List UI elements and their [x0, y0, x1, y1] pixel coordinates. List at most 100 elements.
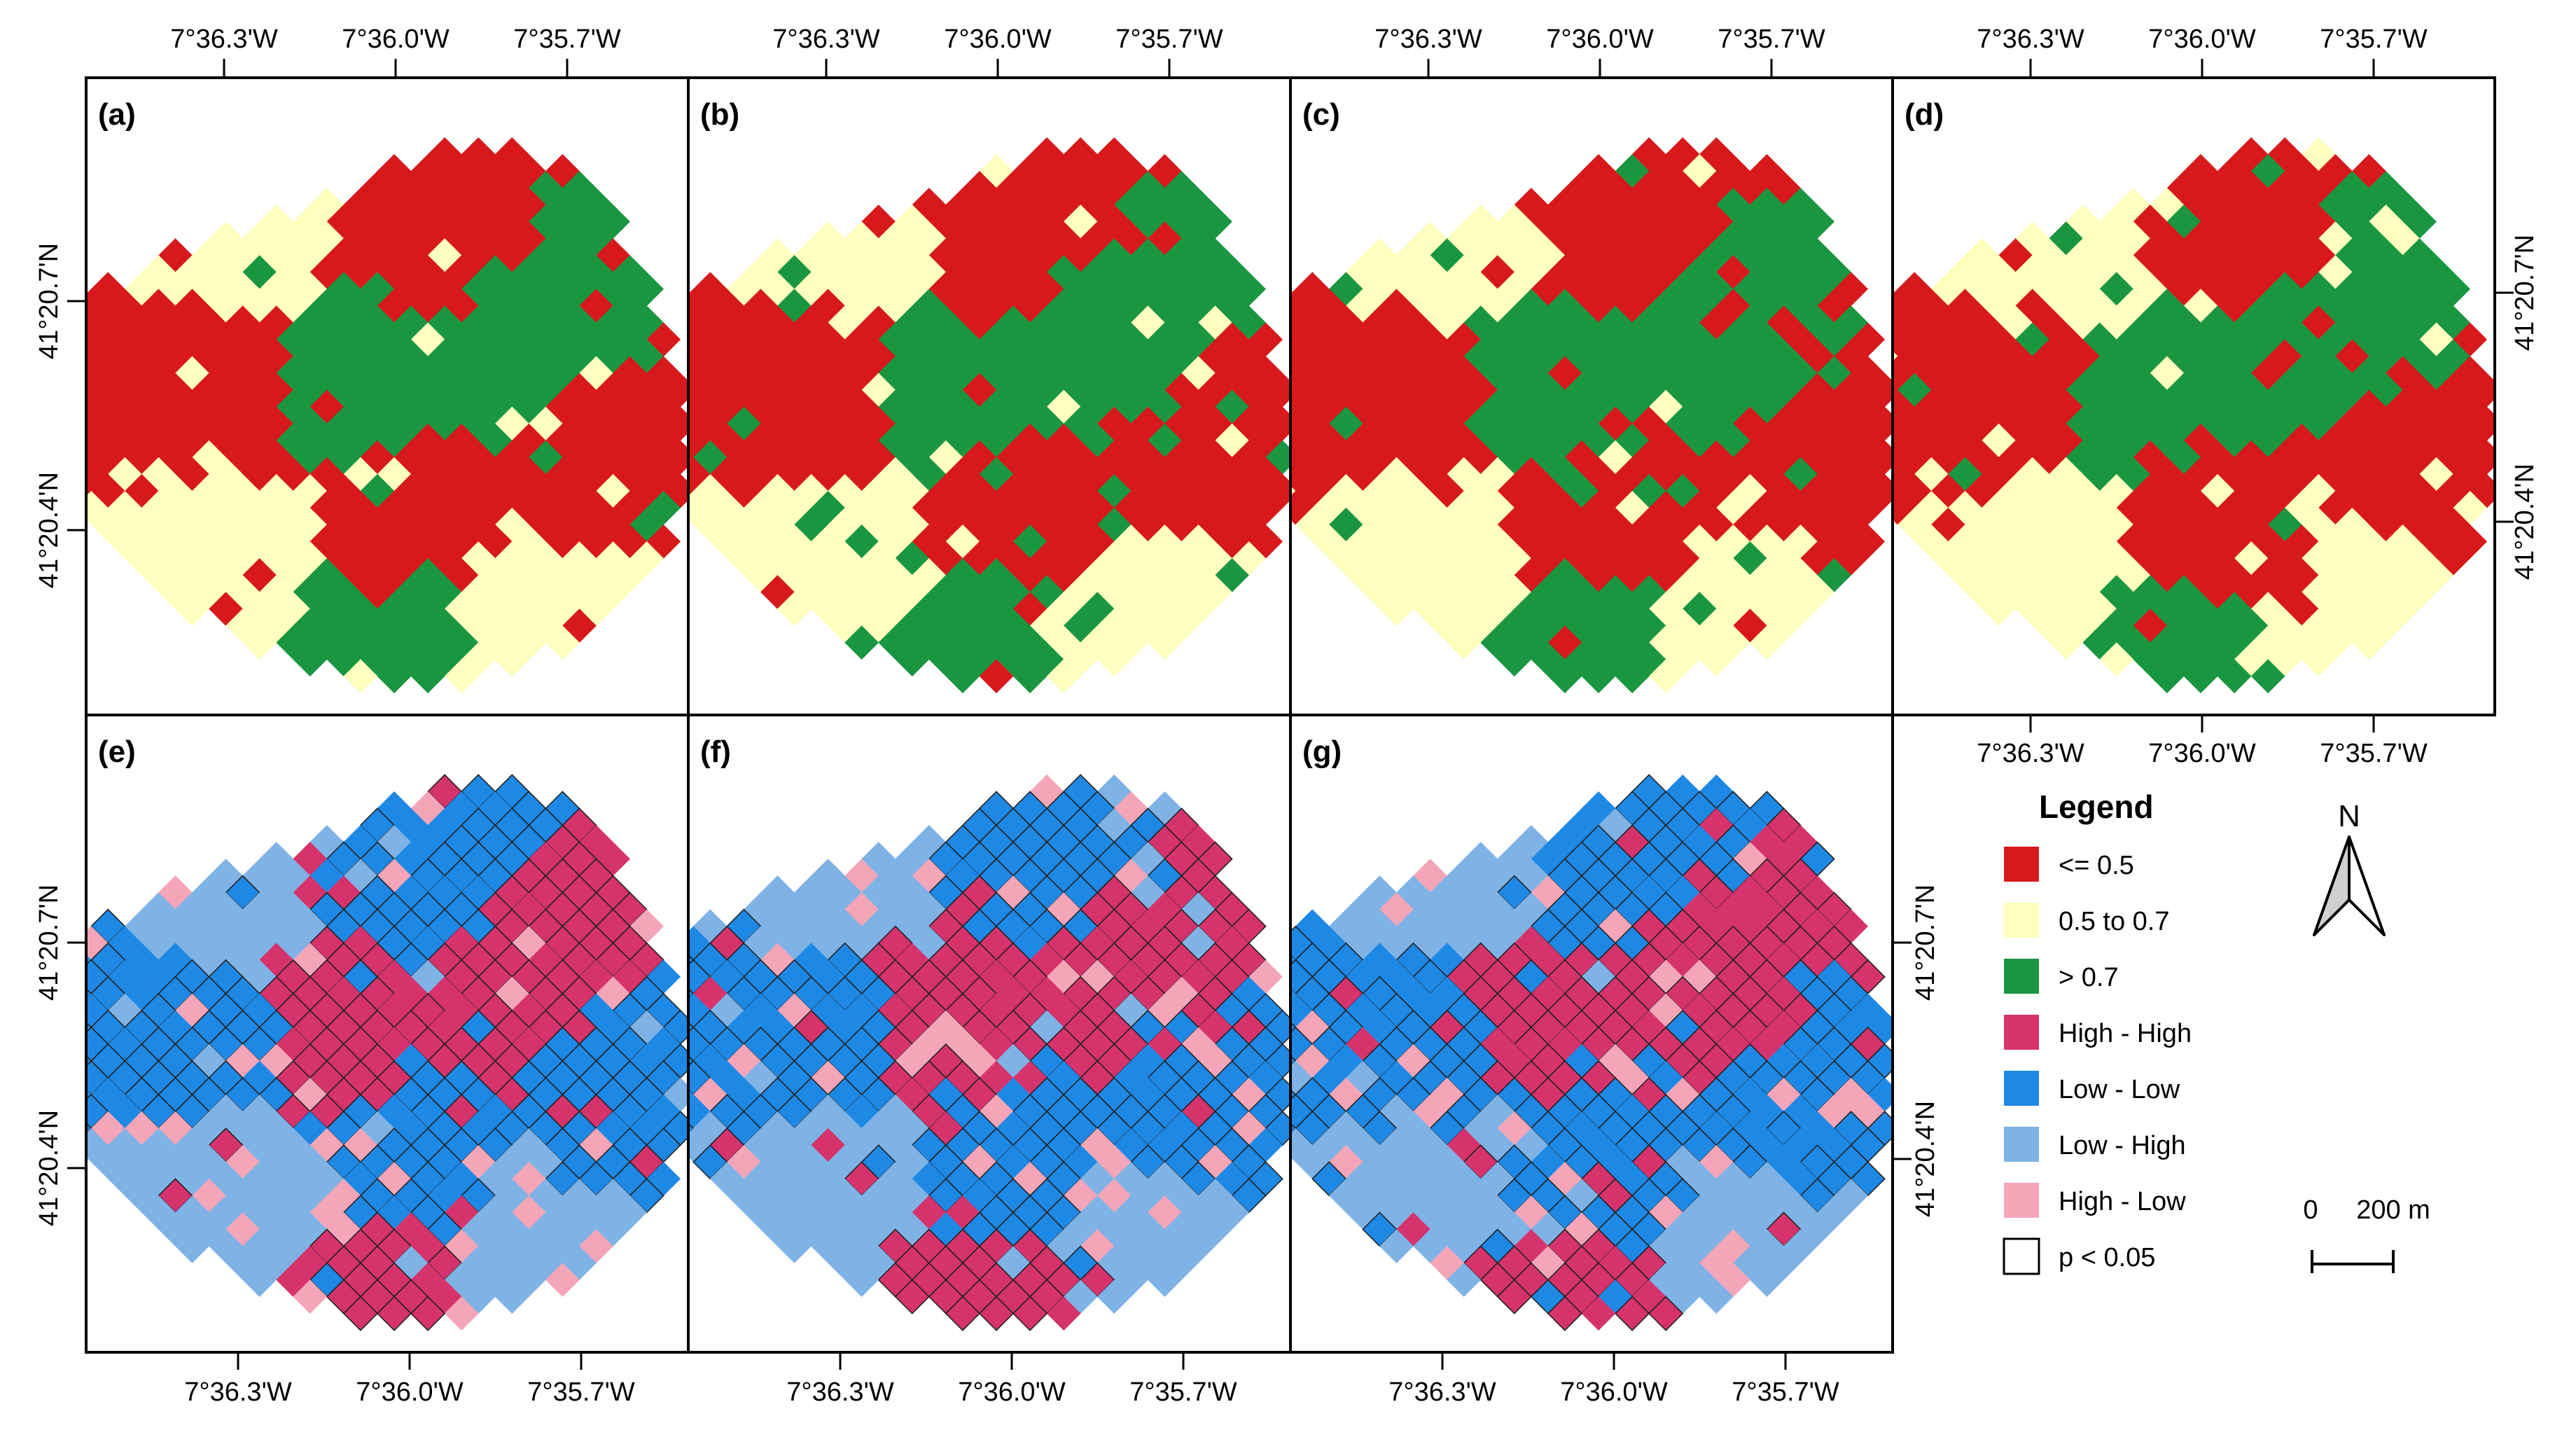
map-cell: [1547, 659, 1582, 694]
map-grid-a: [88, 137, 687, 694]
lon-label: 7°36.3'W: [184, 1377, 292, 1407]
right-lat-labels: 41°20.7'N 41°20.4'N: [2510, 235, 2540, 580]
map-cell: [1581, 1296, 1616, 1331]
map-cell: [1379, 1229, 1414, 1263]
map-cell: [1096, 1279, 1132, 1314]
map-cell: [1379, 592, 1414, 626]
map-cell: [1496, 1279, 1532, 1314]
map-cell: [242, 1263, 277, 1297]
d-bottom-lon-axis: [2029, 715, 2375, 733]
map-cell: [979, 659, 1014, 694]
map-grid-d: [1894, 137, 2493, 694]
map-cell: [410, 1296, 446, 1331]
scale-bar: 0 200 m: [2303, 1195, 2430, 1273]
lat-label: 41°20.7'N: [34, 884, 64, 1001]
panel-frames: [85, 76, 2496, 1354]
bottom-lon-axis: [237, 1352, 1787, 1370]
map-cell: [1547, 1296, 1583, 1331]
lon-label: 7°36.0'W: [958, 1377, 1066, 1407]
map-cell: [945, 1296, 981, 1331]
top-lon-labels: 7°36.3'W 7°36.0'W 7°35.7'W 7°36.3'W 7°36…: [170, 25, 2428, 54]
lat-label: 41°20.4'N: [34, 472, 64, 588]
map-cell: [410, 659, 445, 694]
map-cell: [978, 1296, 1015, 1331]
legend-swatch-sig: [2003, 1237, 2040, 1275]
legend-swatch-ll: [2004, 1071, 2039, 1106]
lat-label: 41°20.4'N: [1911, 1101, 1940, 1217]
map-cell: [777, 592, 812, 626]
lat-label: 41°20.7'N: [2510, 235, 2540, 351]
lon-label: 7°35.7'W: [2320, 25, 2428, 54]
panel-label-b: (b): [700, 97, 739, 132]
legend-title: Legend: [2039, 789, 2154, 825]
legend-label-lh: Low - High: [2059, 1131, 2186, 1160]
north-arrow-right-icon: [2348, 835, 2386, 936]
map-cell: [1581, 659, 1616, 694]
map-cell: [1648, 1296, 1684, 1331]
map-cell: [1447, 625, 1482, 660]
legend: Legend <= 0.5 0.5 to 0.7 > 0.7 High - High L…: [2003, 789, 2192, 1275]
legend-label-high: > 0.7: [2059, 963, 2119, 992]
lon-label: 7°35.7'W: [2320, 739, 2428, 768]
panel-label-g: (g): [1302, 735, 1342, 769]
north-arrow: N: [2313, 799, 2386, 936]
lon-label: 7°36.3'W: [1977, 25, 2084, 54]
right-lat-axis: [2495, 291, 2514, 523]
top-lon-axis: [223, 59, 2375, 78]
lon-label: 7°36.3'W: [170, 25, 278, 54]
legend-label-sig: p < 0.05: [2059, 1243, 2155, 1272]
panel-label-a: (a): [98, 97, 136, 132]
panel-frame-d: [1891, 76, 2496, 716]
map-cell: [1699, 642, 1734, 677]
lat-label: 41°20.7'N: [34, 243, 64, 359]
lon-label: 7°36.0'W: [342, 25, 450, 54]
map-cell: [1497, 642, 1532, 677]
legend-swatch-hl: [2004, 1183, 2039, 1218]
map-cell: [945, 659, 980, 694]
map-cell: [895, 642, 930, 677]
map-grid-b: [690, 137, 1289, 694]
map-cell: [1046, 659, 1081, 694]
map-cell: [1982, 592, 2016, 626]
lon-label: 7°36.3'W: [1388, 1377, 1496, 1407]
map-cell: [1447, 1263, 1482, 1297]
north-label: N: [2338, 799, 2360, 833]
legend-label-hl: High - Low: [2059, 1187, 2186, 1216]
lon-label: 7°36.3'W: [772, 25, 880, 54]
map-cell: [242, 625, 277, 660]
panel-frame-g: [1289, 714, 1894, 1354]
lon-label: 7°35.7'W: [513, 25, 621, 54]
map-cell: [2183, 659, 2218, 694]
lat-label: 41°20.4'N: [2510, 464, 2540, 580]
map-cell: [1046, 1296, 1081, 1331]
map-grid-f: [690, 774, 1289, 1331]
lon-label: 7°35.7'W: [527, 1377, 635, 1407]
d-bottom-lon-labels: 7°36.3'W 7°36.0'W 7°35.7'W: [1977, 739, 2428, 768]
legend-label-low: <= 0.5: [2059, 851, 2134, 880]
lon-label: 7°36.3'W: [786, 1377, 894, 1407]
map-cell: [1096, 642, 1132, 677]
map-cell: [377, 659, 412, 694]
map-cell: [2352, 625, 2386, 660]
panel-labels: (a) (b) (c) (d) (e) (f) (g): [98, 97, 1944, 769]
legend-label-ll: Low - Low: [2059, 1075, 2180, 1104]
scale-end-label: 200 m: [2356, 1195, 2430, 1225]
panel-label-c: (c): [1302, 97, 1340, 132]
legend-label-mid: 0.5 to 0.7: [2059, 907, 2169, 936]
g-right-lat-axis: [1893, 941, 1912, 1160]
left-lat-axis: [67, 300, 86, 1169]
legend-swatch-low: [2004, 847, 2039, 882]
lon-label: 7°36.0'W: [2148, 25, 2256, 54]
map-cell: [894, 1279, 930, 1314]
map-grid-g: [1292, 774, 1891, 1331]
legend-swatch-lh: [2004, 1127, 2039, 1162]
map-cell: [1148, 1263, 1182, 1297]
map-cell: [2099, 642, 2134, 677]
panel-label-d: (d): [1905, 97, 1944, 132]
map-cell: [2150, 659, 2185, 694]
map-cell: [1012, 1296, 1048, 1331]
lon-label: 7°35.7'W: [1732, 1377, 1839, 1407]
scale-bar-line: [2311, 1250, 2395, 1273]
map-cell: [1699, 1279, 1734, 1314]
